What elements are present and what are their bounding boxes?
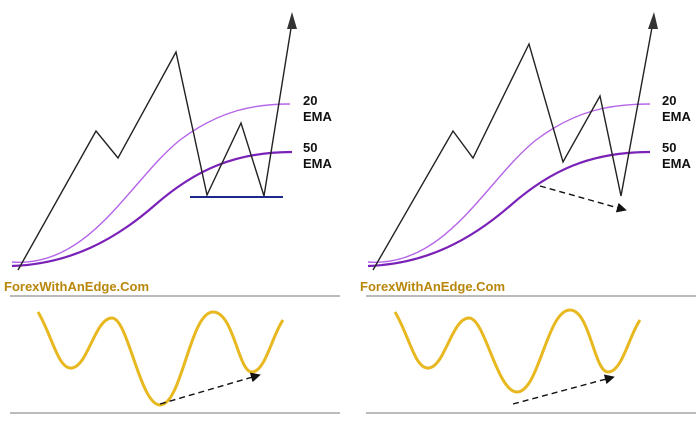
right-price-line [372,21,654,271]
left-ema50-line [11,150,293,268]
right-price-divergence-arrow [539,185,627,213]
left-ema50-label-top: 50 [303,140,317,155]
right-ema50-label-bottom: EMA [662,156,692,171]
left-oscillator-line [36,310,285,407]
right-ema50-label-top: 50 [662,140,676,155]
right-ema20-line [367,103,651,263]
left-ema20-label-bottom: EMA [303,109,333,124]
left-divergence-arrow [159,372,261,405]
left-price-arrowhead [287,12,297,29]
left-ema50-label-bottom: EMA [303,156,333,171]
left-price-line [17,21,293,271]
right-panel: 20 EMA 50 EMA ForexWithAnEdge.Com [360,12,696,414]
left-ema20-label-top: 20 [303,93,317,108]
right-price-arrowhead [648,12,658,29]
left-panel: 20 EMA 50 EMA ForexWithAnEdge.Com [4,12,340,414]
left-brand-text: ForexWithAnEdge.Com [4,279,149,294]
left-ema20-line [11,103,291,263]
right-oscillator-line [393,308,642,394]
right-brand-text: ForexWithAnEdge.Com [360,279,505,294]
right-ema50-line [367,150,651,268]
right-divergence-arrow [512,374,615,405]
right-ema20-label-top: 20 [662,93,676,108]
right-ema20-label-bottom: EMA [662,109,692,124]
